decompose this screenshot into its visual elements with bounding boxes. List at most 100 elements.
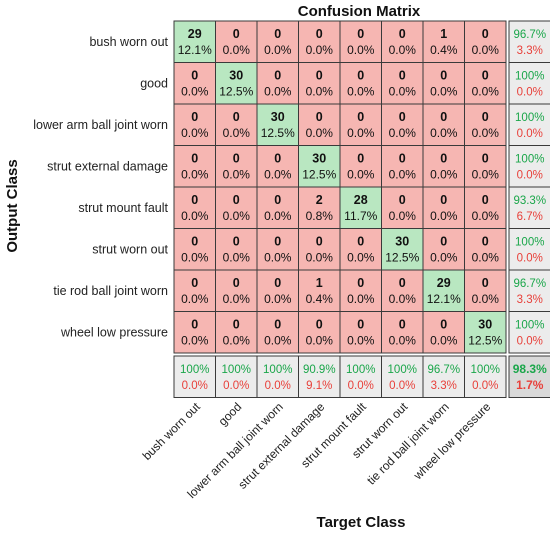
- row-summary-bg-2: [508, 103, 550, 146]
- cell-count-r1-c0: 0: [191, 69, 198, 83]
- cell-count-r5-c2: 0: [274, 235, 281, 249]
- cell-percent-r6-c4: 0.0%: [347, 292, 375, 306]
- cell-percent-r7-c6: 0.0%: [430, 334, 458, 348]
- cell-count-r4-c6: 0: [440, 193, 447, 207]
- cell-percent-r7-c3: 0.0%: [306, 334, 334, 348]
- matrix-grid: 29 12.1% 0 0.0% 0 0.0% 0 0.0% 0 0.0% 0 0.0% 1 0.4% 0 0.…: [173, 20, 550, 398]
- cell-bg-r1-c5: [381, 62, 424, 105]
- cell-count-r4-c1: 0: [233, 193, 240, 207]
- cell-percent-r6-c0: 0.0%: [181, 292, 209, 306]
- row-label-7: wheel low pressure: [60, 325, 168, 339]
- row-summary-correct-0: 96.7%: [513, 29, 546, 41]
- cell-bg-r6-c2: [256, 269, 299, 312]
- cell-percent-r2-c0: 0.0%: [181, 126, 209, 140]
- row-label-5: strut worn out: [92, 242, 168, 256]
- cell-percent-r1-c1: 12.5%: [219, 85, 253, 99]
- cell-bg-r2-c2: [256, 103, 299, 146]
- cell-bg-r3-c6: [422, 145, 465, 188]
- cell-count-r5-c1: 0: [233, 235, 240, 249]
- cell-percent-r6-c2: 0.0%: [264, 292, 292, 306]
- row-summary-error-0: 3.3%: [517, 45, 543, 57]
- cell-percent-r7-c7: 12.5%: [468, 334, 502, 348]
- cell-count-r2-c2: 30: [271, 110, 285, 124]
- cell-bg-r2-c3: [298, 103, 341, 146]
- cell-count-r3-c3: 30: [312, 152, 326, 166]
- col-summary-error-0: 0.0%: [182, 380, 208, 392]
- cell-count-r7-c4: 0: [357, 318, 364, 332]
- cell-bg-r1-c7: [464, 62, 507, 105]
- cell-count-r2-c6: 0: [440, 110, 447, 124]
- cell-count-r5-c6: 0: [440, 235, 447, 249]
- cell-percent-r1-c4: 0.0%: [347, 85, 375, 99]
- cell-count-r7-c1: 0: [233, 318, 240, 332]
- cell-count-r0-c1: 0: [233, 27, 240, 41]
- cell-percent-r2-c4: 0.0%: [347, 126, 375, 140]
- cell-percent-r4-c1: 0.0%: [223, 209, 251, 223]
- cell-bg-r5-c5: [381, 228, 424, 271]
- cell-percent-r5-c7: 0.0%: [472, 251, 500, 265]
- cell-bg-r7-c5: [381, 311, 424, 354]
- cell-percent-r4-c2: 0.0%: [264, 209, 292, 223]
- cell-percent-r6-c7: 0.0%: [472, 292, 500, 306]
- cell-count-r7-c7: 30: [478, 318, 492, 332]
- cell-count-r4-c4: 28: [354, 193, 368, 207]
- cell-count-r6-c2: 0: [274, 276, 281, 290]
- cell-bg-r0-c5: [381, 20, 424, 63]
- row-summary-bg-1: [508, 62, 550, 105]
- row-summary-correct-7: 100%: [515, 320, 544, 332]
- cell-percent-r2-c5: 0.0%: [389, 126, 417, 140]
- overall-accuracy-bg: [508, 355, 550, 398]
- cell-percent-r0-c1: 0.0%: [223, 43, 251, 57]
- col-label-7: wheel low pressure: [410, 399, 493, 482]
- cell-percent-r0-c3: 0.0%: [306, 43, 334, 57]
- col-label-0: bush worn out: [140, 399, 204, 463]
- col-summary-error-6: 3.3%: [431, 380, 457, 392]
- cell-count-r5-c4: 0: [357, 235, 364, 249]
- col-summary-error-7: 0.0%: [472, 380, 498, 392]
- cell-bg-r1-c3: [298, 62, 341, 105]
- cell-count-r4-c7: 0: [482, 193, 489, 207]
- cell-count-r7-c2: 0: [274, 318, 281, 332]
- cell-percent-r0-c0: 12.1%: [178, 43, 212, 57]
- cell-percent-r7-c2: 0.0%: [264, 334, 292, 348]
- row-summary-error-4: 6.7%: [517, 211, 543, 223]
- cell-bg-r2-c5: [381, 103, 424, 146]
- cell-bg-r3-c3: [298, 145, 341, 188]
- col-summary-bg-2: [256, 355, 299, 398]
- y-axis-title: Output Class: [4, 159, 21, 252]
- cell-percent-r3-c6: 0.0%: [430, 168, 458, 182]
- row-summary-correct-1: 100%: [515, 71, 544, 83]
- cell-percent-r0-c2: 0.0%: [264, 43, 292, 57]
- cell-count-r3-c2: 0: [274, 152, 281, 166]
- cell-percent-r5-c0: 0.0%: [181, 251, 209, 265]
- row-summary-error-3: 0.0%: [517, 170, 543, 182]
- cell-count-r5-c5: 30: [395, 235, 409, 249]
- col-summary-correct-1: 100%: [222, 364, 251, 376]
- row-label-6: tie rod ball joint worn: [53, 284, 168, 298]
- col-summary-correct-5: 100%: [388, 364, 417, 376]
- cell-count-r0-c3: 0: [316, 27, 323, 41]
- row-summary-error-7: 0.0%: [517, 336, 543, 348]
- cell-count-r6-c4: 0: [357, 276, 364, 290]
- col-summary-bg-7: [464, 355, 507, 398]
- cell-percent-r3-c0: 0.0%: [181, 168, 209, 182]
- col-summary-correct-3: 90.9%: [303, 364, 336, 376]
- cell-count-r2-c5: 0: [399, 110, 406, 124]
- col-summary-bg-3: [298, 355, 341, 398]
- cell-count-r6-c6: 29: [437, 276, 451, 290]
- cell-count-r2-c1: 0: [233, 110, 240, 124]
- cell-percent-r1-c0: 0.0%: [181, 85, 209, 99]
- cell-percent-r1-c5: 0.0%: [389, 85, 417, 99]
- cell-bg-r7-c7: [464, 311, 507, 354]
- cell-count-r0-c5: 0: [399, 27, 406, 41]
- cell-percent-r5-c3: 0.0%: [306, 251, 334, 265]
- col-summary-error-3: 9.1%: [306, 380, 332, 392]
- row-label-0: bush worn out: [89, 35, 168, 49]
- cell-bg-r3-c2: [256, 145, 299, 188]
- cell-percent-r5-c5: 12.5%: [385, 251, 419, 265]
- cell-bg-r7-c3: [298, 311, 341, 354]
- cell-count-r1-c1: 30: [229, 69, 243, 83]
- col-summary-bg-4: [339, 355, 382, 398]
- cell-bg-r1-c1: [215, 62, 258, 105]
